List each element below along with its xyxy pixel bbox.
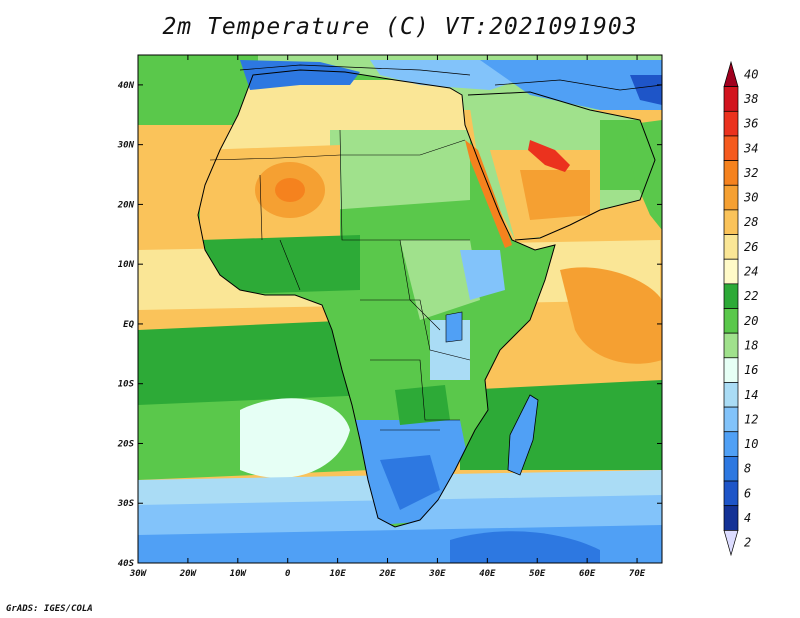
colorbar-label: 38 <box>743 92 758 106</box>
colorbar-segment <box>723 505 739 531</box>
colorbar-segment <box>723 160 739 186</box>
colorbar-label: 30 <box>743 191 758 205</box>
colorbar-label: 34 <box>743 141 758 155</box>
lon-tick-label: 60E <box>579 569 596 579</box>
colorbar-segment <box>723 431 739 457</box>
colorbar-label: 28 <box>744 215 758 229</box>
colorbar-label: 32 <box>743 166 758 180</box>
colorbar-segment <box>723 135 739 161</box>
colorbar-label: 8 <box>744 462 751 476</box>
atlantic-north-band <box>138 55 258 125</box>
lake-victoria <box>445 311 463 343</box>
country-borders <box>209 129 471 431</box>
red-sea <box>465 140 512 248</box>
lon-tick-label: 0 <box>285 569 291 579</box>
colorbar-segment <box>723 382 739 408</box>
colorbar-segment <box>723 110 739 137</box>
colorbar-segment <box>723 258 739 285</box>
colorbar-label: 4 <box>744 511 751 525</box>
europe-cool <box>370 60 520 90</box>
lat-tick-label: 20N <box>117 200 135 210</box>
lon-tick-label: 20E <box>378 569 396 579</box>
lat-tick-label: 30N <box>117 141 135 151</box>
colorbar-segment <box>723 234 739 260</box>
colorbar-segment <box>723 308 739 334</box>
lon-tick-label: 10W <box>230 569 248 579</box>
benguela-cool-pool <box>240 398 350 478</box>
lon-tick-label: 40E <box>479 569 496 579</box>
colorbar-segment <box>723 86 739 112</box>
colorbar-label: 10 <box>744 437 758 451</box>
colorbar-label: 36 <box>743 117 758 131</box>
lat-tick-label: 40S <box>118 559 135 569</box>
south-atlantic-green <box>138 320 360 410</box>
colorbar-label: 2 <box>744 536 751 550</box>
arabia-coastline <box>467 91 656 241</box>
latitude-ticks: 40N 30N 20N 10N EQ 10S 20S 30S 40S <box>117 81 662 569</box>
colorbar-segment <box>723 406 739 433</box>
colorbar-max-arrow <box>723 60 739 88</box>
india-land <box>625 120 662 230</box>
colorbar-label: 24 <box>744 265 758 279</box>
colorbar-label: 26 <box>744 240 758 254</box>
colorbar-segment <box>723 480 739 507</box>
indian-warm-pool <box>560 267 662 364</box>
lat-tick-label: 30S <box>117 499 135 509</box>
colorbar-label: 40 <box>744 67 758 81</box>
south-indian-green <box>460 380 662 470</box>
asia-minor-cool <box>480 60 662 110</box>
colorbar-min-arrow <box>723 529 739 557</box>
longitude-ticks: 30W 20W 10W 0 10E 20E 30E 40E 50E 60E 70E <box>129 55 646 579</box>
colorbar-segment <box>723 332 739 359</box>
colorbar-segment <box>723 184 739 211</box>
colorbar-label: 22 <box>744 289 758 303</box>
madagascar <box>507 394 539 476</box>
colorbar-label: 14 <box>744 388 758 402</box>
lat-tick-label: 40N <box>118 81 135 91</box>
colorbar: 40 38 36 34 32 30 28 26 24 22 20 18 16 14 12 10 8 6 4 2 <box>723 60 758 557</box>
colorbar-segment <box>723 456 739 482</box>
colorbar-label: 16 <box>744 363 758 377</box>
lon-tick-label: 30E <box>428 569 446 579</box>
persian-gulf <box>528 140 570 172</box>
lon-tick-label: 20W <box>179 569 198 579</box>
lat-tick-label: 10S <box>118 380 135 390</box>
grads-credit: GrADS: IGES/COLA <box>6 604 93 614</box>
lon-tick-label: 70E <box>629 569 646 579</box>
lon-tick-label: 30W <box>129 569 148 579</box>
map-plot-area <box>138 55 662 563</box>
colorbar-label: 6 <box>744 486 751 500</box>
lat-tick-label: 20S <box>117 439 135 449</box>
mountain-cold <box>630 75 662 105</box>
colorbar-label: 20 <box>744 314 758 328</box>
map-title: 2m Temperature (C) VT:2021091903 <box>162 14 638 40</box>
colorbar-segment <box>723 283 739 309</box>
europe-coastline <box>239 64 662 91</box>
map-frame <box>137 54 663 564</box>
colorbar-label: 12 <box>744 412 758 426</box>
lon-tick-label: 10E <box>329 569 346 579</box>
southern-ocean-cold <box>450 531 600 563</box>
colorbar-segment <box>723 209 739 235</box>
lon-tick-label: 50E <box>529 569 546 579</box>
lat-tick-label: EQ <box>123 320 134 330</box>
lat-tick-label: 10N <box>118 260 135 270</box>
colorbar-label: 18 <box>744 338 758 352</box>
colorbar-segment <box>723 357 739 383</box>
